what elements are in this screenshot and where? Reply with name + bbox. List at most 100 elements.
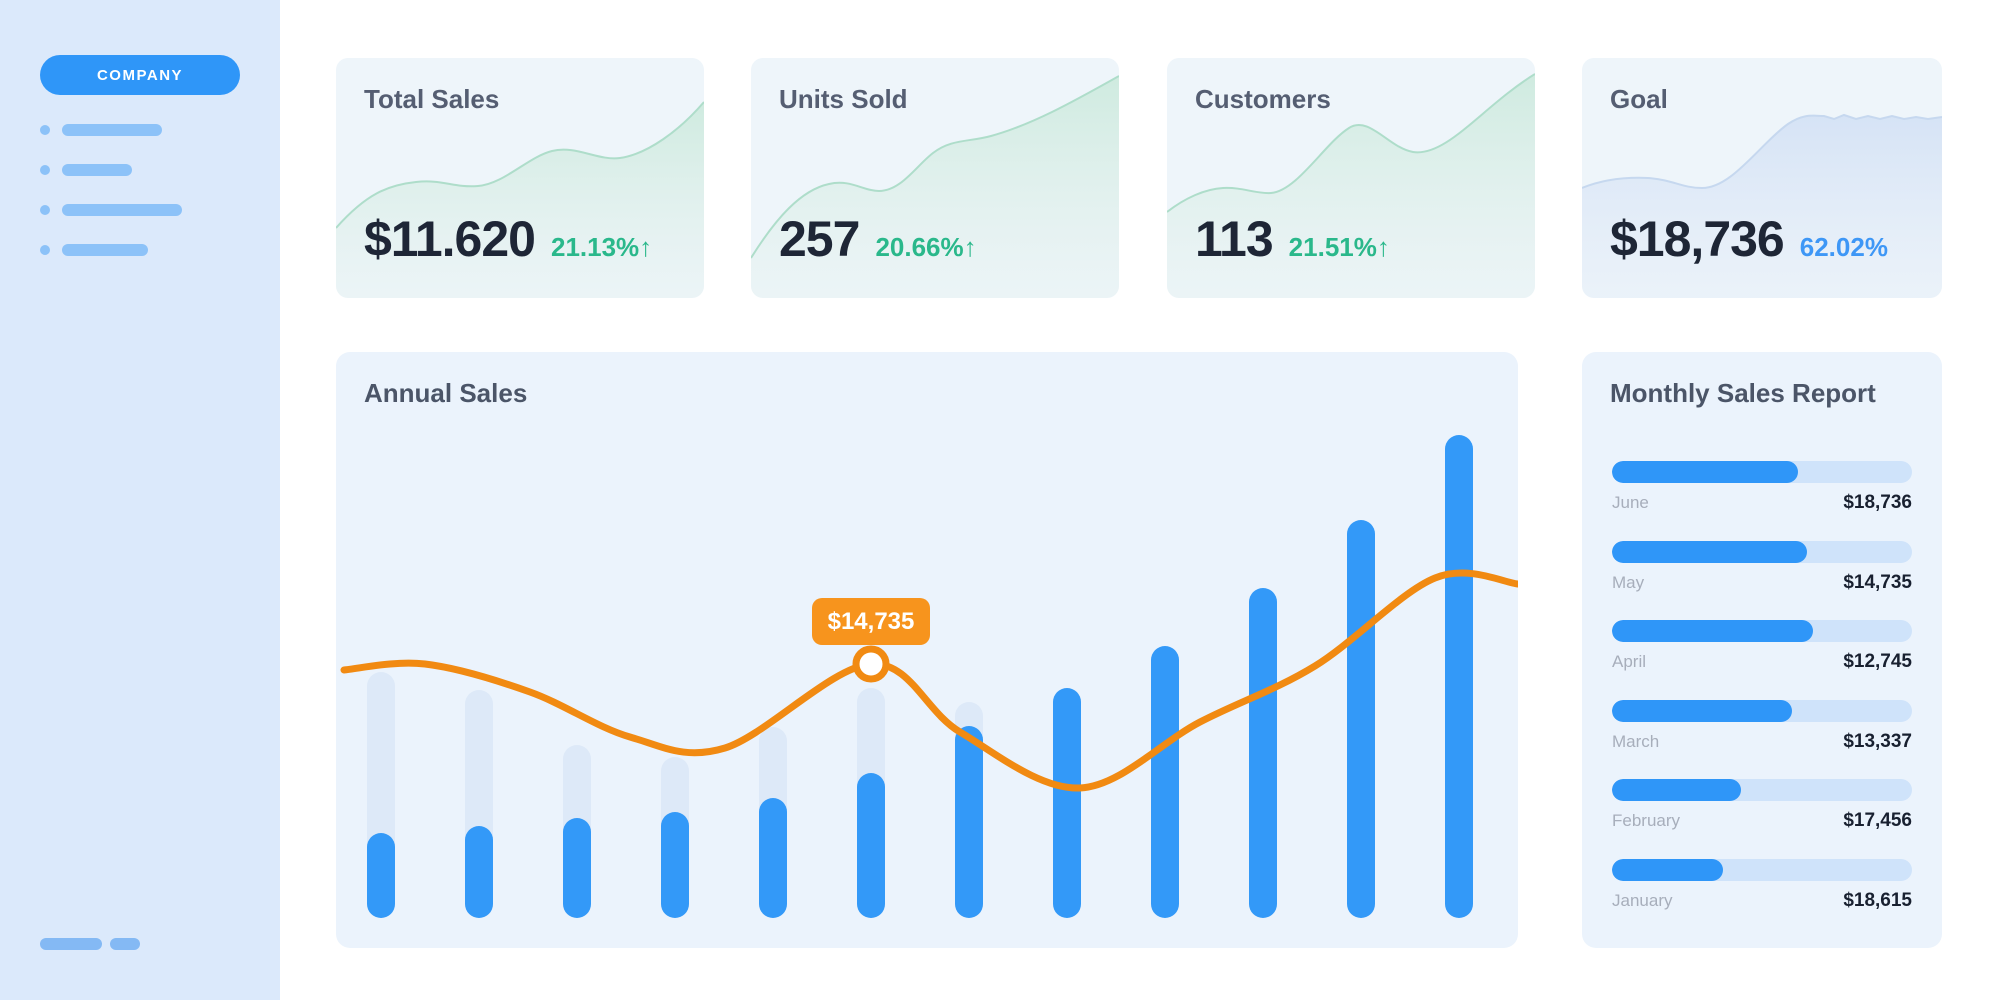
chart-bar[interactable]	[857, 773, 885, 918]
stat-card-total-sales: Total Sales $11.620 21.13%↑	[336, 58, 704, 298]
card-change: 62.02%	[1800, 232, 1888, 263]
amount-value: $18,736	[1843, 492, 1912, 513]
card-value: $11.620	[364, 211, 536, 267]
sidebar-item-2[interactable]	[40, 164, 182, 176]
month-label: February	[1612, 811, 1681, 830]
data-point-marker[interactable]	[852, 645, 890, 683]
change-percent: 62.02%	[1799, 232, 1888, 262]
sidebar-item-placeholder	[62, 244, 148, 256]
sidebar-menu	[40, 124, 182, 284]
monthly-row-march: March $13,337	[1612, 699, 1912, 780]
card-title: Goal	[1610, 84, 1668, 114]
monthly-report-rows: June $18,736 May $14,735 April $12,745 March $1…	[1612, 461, 1912, 938]
card-value-row: $18,736 62.02%	[1610, 210, 1888, 268]
chart-bar[interactable]	[955, 726, 983, 918]
monthly-row-may: May $14,735	[1612, 540, 1912, 621]
card-title: Units Sold	[779, 84, 908, 114]
change-percent: 21.13%	[550, 232, 640, 262]
bullet-icon	[40, 205, 50, 215]
card-change: 21.13%↑	[551, 232, 652, 263]
amount-value: $17,456	[1843, 810, 1912, 831]
month-label: May	[1612, 572, 1645, 592]
change-percent: 20.66%	[875, 232, 964, 262]
card-value: 113	[1195, 211, 1274, 267]
bullet-icon	[40, 165, 50, 175]
progress-fill	[1612, 779, 1741, 801]
change-percent: 21.51%	[1288, 232, 1377, 262]
chart-bar[interactable]	[759, 798, 787, 918]
progress-track	[1612, 461, 1912, 483]
card-change: 20.66%↑	[875, 232, 976, 263]
sidebar-footer	[40, 938, 140, 950]
sparkline-chart	[336, 101, 704, 298]
footer-placeholder	[110, 938, 140, 950]
progress-fill	[1612, 461, 1798, 483]
amount-value: $12,745	[1843, 651, 1912, 672]
annual-sales-title: Annual Sales	[364, 378, 528, 408]
bullet-icon	[40, 125, 50, 135]
monthly-row-february: February $17,456	[1612, 779, 1912, 859]
chart-bar[interactable]	[661, 812, 689, 918]
progress-fill	[1612, 540, 1807, 563]
annual-sales-card: Annual Sales $14,735	[336, 352, 1518, 948]
company-button[interactable]: COMPANY	[40, 55, 240, 95]
progress-track	[1612, 620, 1912, 642]
stat-card-goal: Goal $18,736 62.02%	[1582, 58, 1942, 298]
up-arrow-icon: ↑	[963, 232, 977, 262]
sparkline-chart	[751, 75, 1119, 298]
month-label: January	[1612, 890, 1673, 910]
sidebar-item-1[interactable]	[40, 124, 182, 136]
chart-tooltip: $14,735	[812, 598, 930, 645]
sidebar: COMPANY	[0, 0, 280, 1000]
bullet-icon	[40, 245, 50, 255]
row-labels: June $18,736	[1612, 492, 1912, 514]
amount-value: $14,735	[1843, 571, 1912, 593]
stat-card-customers: Customers 113 21.51%↑	[1167, 58, 1535, 298]
chart-bar[interactable]	[1053, 688, 1081, 918]
chart-bar[interactable]	[563, 818, 591, 918]
row-labels: February $17,456	[1612, 810, 1912, 832]
chart-bar[interactable]	[1151, 646, 1179, 918]
card-value: 257	[779, 211, 860, 267]
up-arrow-icon: ↑	[639, 232, 653, 262]
progress-fill	[1612, 858, 1723, 881]
chart-bar[interactable]	[1347, 520, 1375, 918]
progress-fill	[1612, 699, 1792, 722]
card-change: 21.51%↑	[1289, 232, 1390, 263]
card-value-row: 113 21.51%↑	[1195, 210, 1390, 268]
sparkline-chart	[1167, 73, 1535, 298]
progress-fill	[1612, 620, 1813, 642]
annual-sales-chart: $14,735	[336, 352, 1518, 948]
monthly-row-january: January $18,615	[1612, 858, 1912, 939]
card-value-row: 257 20.66%↑	[779, 210, 977, 268]
card-title: Customers	[1195, 84, 1331, 114]
row-labels: May $14,735	[1612, 572, 1912, 594]
sidebar-item-placeholder	[62, 164, 132, 176]
progress-track	[1612, 779, 1912, 801]
sidebar-item-4[interactable]	[40, 244, 182, 256]
chart-bar[interactable]	[465, 826, 493, 918]
footer-placeholder	[40, 938, 102, 950]
month-label: April	[1612, 652, 1647, 671]
monthly-row-june: June $18,736	[1612, 461, 1912, 541]
progress-track	[1612, 858, 1912, 881]
sidebar-item-placeholder	[62, 124, 162, 136]
row-labels: April $12,745	[1612, 651, 1912, 673]
card-title: Total Sales	[364, 84, 500, 114]
monthly-report-title: Monthly Sales Report	[1610, 378, 1876, 408]
monthly-report-card: Monthly Sales Report June $18,736 May $14,7…	[1582, 352, 1942, 948]
chart-bar[interactable]	[1249, 588, 1277, 918]
month-label: March	[1612, 731, 1660, 751]
trend-line-chart	[340, 569, 1518, 792]
amount-value: $13,337	[1843, 730, 1912, 752]
trend-line	[340, 569, 1518, 792]
sidebar-item-placeholder	[62, 204, 182, 216]
month-label: June	[1612, 493, 1649, 512]
chart-bar[interactable]	[367, 833, 395, 918]
sidebar-item-3[interactable]	[40, 204, 182, 216]
monthly-row-april: April $12,745	[1612, 620, 1912, 700]
sparkline-chart	[1582, 113, 1942, 298]
progress-track	[1612, 540, 1912, 563]
chart-bar[interactable]	[1445, 435, 1473, 918]
